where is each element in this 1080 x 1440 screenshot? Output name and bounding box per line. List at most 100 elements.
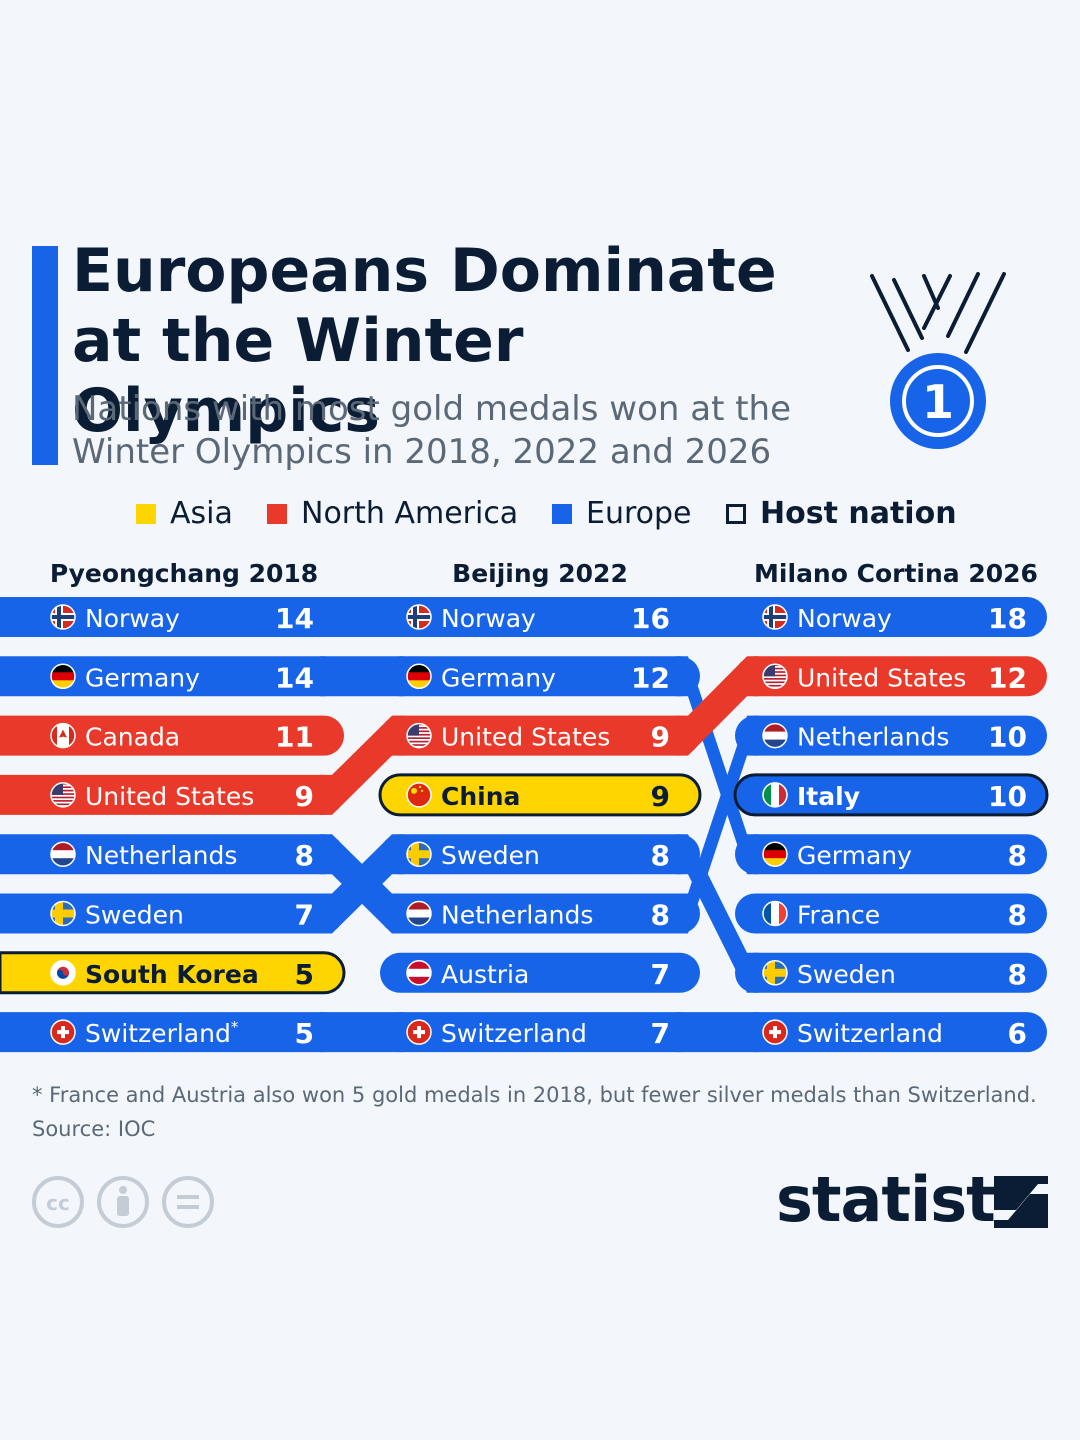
column-header-2022: Beijing 2022 <box>452 559 628 588</box>
bar-value-label: 7 <box>651 1017 670 1050</box>
column-header-2018: Pyeongchang 2018 <box>49 559 319 588</box>
column-header-2026: Milano Cortina 2026 <box>754 559 1038 588</box>
legend-swatch-north-america <box>267 504 287 524</box>
legend-label-asia: Asia <box>170 496 233 531</box>
bar-milano-cortina-2026-norway: Norway 18 <box>735 597 1047 637</box>
flag-canada-icon <box>51 723 75 748</box>
footnote: * France and Austria also won 5 gold med… <box>32 1083 1037 1107</box>
bar-milano-cortina-2026-france: France 8 <box>735 893 1047 934</box>
bar-value-label: 7 <box>651 958 670 991</box>
bar-value-label: 6 <box>1008 1017 1027 1050</box>
medal-number: 1 <box>922 375 954 429</box>
flag-netherlands-icon <box>407 901 431 926</box>
flag-austria-icon <box>407 960 431 985</box>
legend-label-europe: Europe <box>586 496 692 531</box>
bar-shape <box>378 773 702 817</box>
bar-beijing-2022-switzerland: Switzerland 7 <box>380 1012 700 1053</box>
legend-label-host-nation: Host nation <box>760 496 957 531</box>
flag-germany-icon <box>407 664 431 689</box>
bar-shape <box>735 834 1048 875</box>
bar-shape <box>735 952 1047 993</box>
flag-netherlands-icon <box>51 842 75 867</box>
bar-pyeongchang-2018-south-korea: South Korea 5 <box>0 951 346 995</box>
bar-shape <box>0 597 344 637</box>
bar-beijing-2022-sweden: Sweden 8 <box>380 834 701 875</box>
bar-country-label: Norway <box>441 604 536 633</box>
bar-value-label: 8 <box>651 839 670 872</box>
bar-shape <box>735 893 1047 934</box>
bar-shape <box>380 656 700 697</box>
bar-value-label: 8 <box>1008 958 1027 991</box>
bar-value-label: 14 <box>275 602 314 635</box>
flag-united-states-icon <box>407 723 431 748</box>
bar-value-label: 11 <box>275 721 314 754</box>
bar-shape <box>0 834 345 875</box>
bar-pyeongchang-2018-sweden: Sweden 7 <box>0 893 344 934</box>
footnote-block: * France and Austria also won 5 gold med… <box>32 1078 1042 1146</box>
bar-country-label: Canada <box>85 723 180 752</box>
brand-logo: statista <box>776 1160 1056 1240</box>
bump-chart: Norway 14 Germany 14 Canada 11 United States 9 N… <box>0 597 1049 1053</box>
flag-switzerland-icon <box>51 1020 75 1045</box>
bar-value-label: 5 <box>295 1017 314 1050</box>
bar-shape <box>380 715 700 756</box>
bar-milano-cortina-2026-italy: Italy 10 <box>733 773 1049 817</box>
bar-value-label: 12 <box>988 661 1027 694</box>
gold-medal-number-one-icon: 1 <box>870 272 1006 449</box>
bar-value-label: 9 <box>295 780 314 813</box>
bar-country-label: France <box>797 901 880 930</box>
bar-pyeongchang-2018-netherlands: Netherlands 8 <box>0 834 345 875</box>
bar-shape <box>0 893 344 934</box>
bar-country-label: Italy <box>797 782 860 811</box>
flag-germany-icon <box>763 842 787 867</box>
bar-country-label: United States <box>441 723 610 752</box>
bar-country-label: Germany <box>797 841 912 870</box>
title-accent-bar <box>32 246 58 465</box>
bar-value-label: 7 <box>295 899 314 932</box>
bar-shape <box>380 597 700 637</box>
bar-country-label: Switzerland* <box>85 1018 239 1048</box>
legend-swatch-host-nation <box>726 504 746 524</box>
bar-country-label: Germany <box>441 663 556 692</box>
bar-country-label: South Korea <box>85 960 259 989</box>
bar-shape <box>0 1012 344 1053</box>
bar-pyeongchang-2018-switzerland: Switzerland* 5 <box>0 1012 344 1053</box>
bar-shape <box>0 715 344 756</box>
flag-germany-icon <box>51 664 75 689</box>
bar-beijing-2022-austria: Austria 7 <box>380 952 700 993</box>
chart-subtitle-line-1: Nations with most gold medals won at the <box>72 389 792 429</box>
attribution-icon <box>97 1176 149 1228</box>
chart-title-line-2: at the Winter Olympics <box>72 306 524 446</box>
bar-country-label: China <box>441 782 520 811</box>
chart-title-line-1: Europeans Dominate <box>72 236 777 306</box>
chart-subtitle: Nations with most gold medals won at the… <box>72 388 832 474</box>
bar-milano-cortina-2026-germany: Germany 8 <box>735 834 1048 875</box>
flag-switzerland-icon <box>763 1020 787 1045</box>
bar-shape <box>733 773 1049 817</box>
footnote-marker: * <box>231 1018 239 1036</box>
bar-value-label: 18 <box>988 602 1027 635</box>
bar-pyeongchang-2018-canada: Canada 11 <box>0 715 344 756</box>
bar-shape <box>0 951 346 995</box>
statista-logo-icon <box>994 1176 1048 1228</box>
bar-value-label: 16 <box>631 602 670 635</box>
bar-shape <box>380 834 701 875</box>
bar-value-label: 8 <box>1008 899 1027 932</box>
bar-country-label: Germany <box>85 663 200 692</box>
bar-value-label: 10 <box>988 721 1027 754</box>
rank-bars: Norway 14 Germany 14 Canada 11 United States 9 N… <box>0 597 1049 1053</box>
bar-pyeongchang-2018-germany: Germany 14 <box>0 656 344 697</box>
bar-value-label: 12 <box>631 661 670 694</box>
bar-value-label: 8 <box>1008 839 1027 872</box>
flag-netherlands-icon <box>763 723 787 748</box>
license-icons: cc <box>32 1176 214 1228</box>
bar-shape <box>380 893 700 934</box>
bar-pyeongchang-2018-norway: Norway 14 <box>0 597 344 637</box>
connector-netherlands-1 <box>676 715 759 934</box>
bar-country-label: Norway <box>797 604 892 633</box>
brand-name: statista <box>776 1163 1037 1236</box>
source: Source: IOC <box>32 1117 156 1141</box>
flag-france-icon <box>763 901 787 926</box>
bar-beijing-2022-netherlands: Netherlands 8 <box>380 893 700 934</box>
bar-milano-cortina-2026-switzerland: Switzerland 6 <box>735 1012 1047 1053</box>
